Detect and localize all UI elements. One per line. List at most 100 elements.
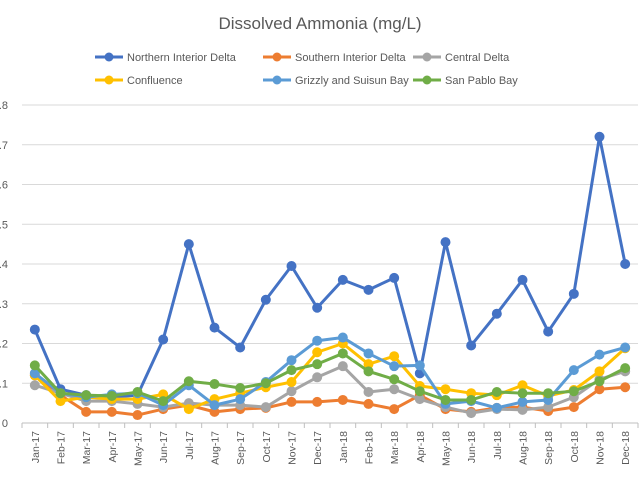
data-point (235, 383, 246, 394)
data-point (414, 386, 425, 397)
data-point (29, 360, 40, 371)
y-tick-label: .4 (0, 259, 8, 271)
x-tick-label: Jan-18 (338, 431, 350, 463)
data-point (594, 366, 605, 377)
legend-label: San Pablo Bay (445, 75, 518, 87)
x-tick-label: May-18 (441, 431, 453, 466)
data-point (337, 332, 348, 343)
data-point (517, 396, 528, 407)
legend-swatch-marker (272, 75, 282, 85)
series-layer (29, 131, 631, 421)
legend-swatch-marker (104, 75, 114, 85)
data-point (29, 324, 40, 335)
data-point (183, 376, 194, 387)
data-point (235, 394, 246, 405)
chart-title: Dissolved Ammonia (mg/L) (218, 14, 421, 33)
data-point (260, 378, 271, 389)
x-tick-label: Jun-18 (466, 431, 478, 463)
legend-swatch-marker (422, 75, 432, 85)
legend: Northern Interior Delta Southern Interior… (95, 52, 518, 87)
data-point (389, 272, 400, 283)
data-point (312, 372, 323, 383)
data-point (132, 386, 143, 397)
data-point (594, 131, 605, 142)
legend-item: Confluence (95, 75, 183, 87)
x-tick-label: Mar-18 (389, 431, 401, 464)
data-point (620, 382, 631, 393)
series-line (33, 342, 627, 411)
data-point (491, 386, 502, 397)
data-point (260, 402, 271, 413)
series-3 (29, 338, 631, 415)
data-point (312, 335, 323, 346)
data-point (363, 284, 374, 295)
data-point (363, 386, 374, 397)
data-point (312, 347, 323, 358)
x-tick-label: Nov-17 (287, 431, 299, 465)
series-5 (29, 348, 631, 407)
data-point (158, 396, 169, 407)
x-tick-label: Feb-17 (56, 431, 68, 464)
data-point (183, 404, 194, 415)
legend-item: San Pablo Bay (413, 75, 518, 87)
data-point (106, 406, 117, 417)
legend-swatch-marker (104, 52, 114, 62)
x-tick-label: Jan-17 (30, 431, 42, 463)
data-point (363, 348, 374, 359)
data-point (286, 377, 297, 388)
data-point (568, 386, 579, 397)
data-point (132, 410, 143, 421)
y-tick-label: .3 (0, 299, 8, 311)
data-point (594, 376, 605, 387)
x-tick-label: Mar-17 (81, 431, 93, 464)
x-tick-label: Dec-18 (620, 431, 632, 465)
legend-label: Confluence (127, 75, 183, 87)
y-tick-label: .6 (0, 180, 8, 192)
legend-label: Grizzly and Suisun Bay (295, 75, 409, 87)
data-point (337, 274, 348, 285)
legend-item: Southern Interior Delta (263, 52, 407, 64)
data-point (620, 363, 631, 374)
x-axis: Jan-17 Feb-17 Mar-17 Apr-17 May-17 Jun-17 Jul-… (21, 422, 639, 466)
data-point (440, 384, 451, 395)
data-point (568, 365, 579, 376)
data-point (286, 386, 297, 397)
data-point (337, 361, 348, 372)
data-point (620, 259, 631, 269)
data-point (620, 342, 631, 353)
data-point (440, 237, 451, 248)
data-point (440, 394, 451, 405)
data-point (389, 384, 400, 395)
data-point (568, 402, 579, 413)
series-2 (29, 361, 631, 419)
x-tick-label: Apr-18 (415, 431, 427, 463)
x-tick-label: Feb-18 (364, 431, 376, 464)
data-point (158, 334, 169, 345)
data-point (389, 361, 400, 372)
data-point (363, 366, 374, 377)
x-tick-label: May-17 (133, 431, 145, 466)
data-point (209, 400, 220, 411)
data-point (491, 402, 502, 413)
x-tick-label: Aug-17 (210, 431, 222, 465)
x-tick-label: Sep-17 (235, 431, 247, 465)
x-tick-label: Apr-17 (107, 431, 119, 463)
x-tick-label: Nov-18 (595, 431, 607, 465)
data-point (106, 390, 117, 401)
x-tick-label: Jul-18 (492, 431, 504, 460)
data-point (517, 388, 528, 399)
y-tick-label: .8 (0, 100, 8, 112)
y-tick-label: .5 (0, 219, 8, 231)
data-point (260, 294, 271, 305)
data-point (312, 359, 323, 370)
legend-item: Central Delta (413, 52, 510, 64)
y-tick-label: 0 (2, 418, 8, 430)
data-point (209, 379, 220, 390)
y-tick-label: .1 (0, 378, 8, 390)
data-point (55, 388, 66, 399)
data-point (235, 342, 246, 353)
series-line (33, 351, 626, 403)
data-point (594, 349, 605, 360)
data-point (389, 374, 400, 385)
